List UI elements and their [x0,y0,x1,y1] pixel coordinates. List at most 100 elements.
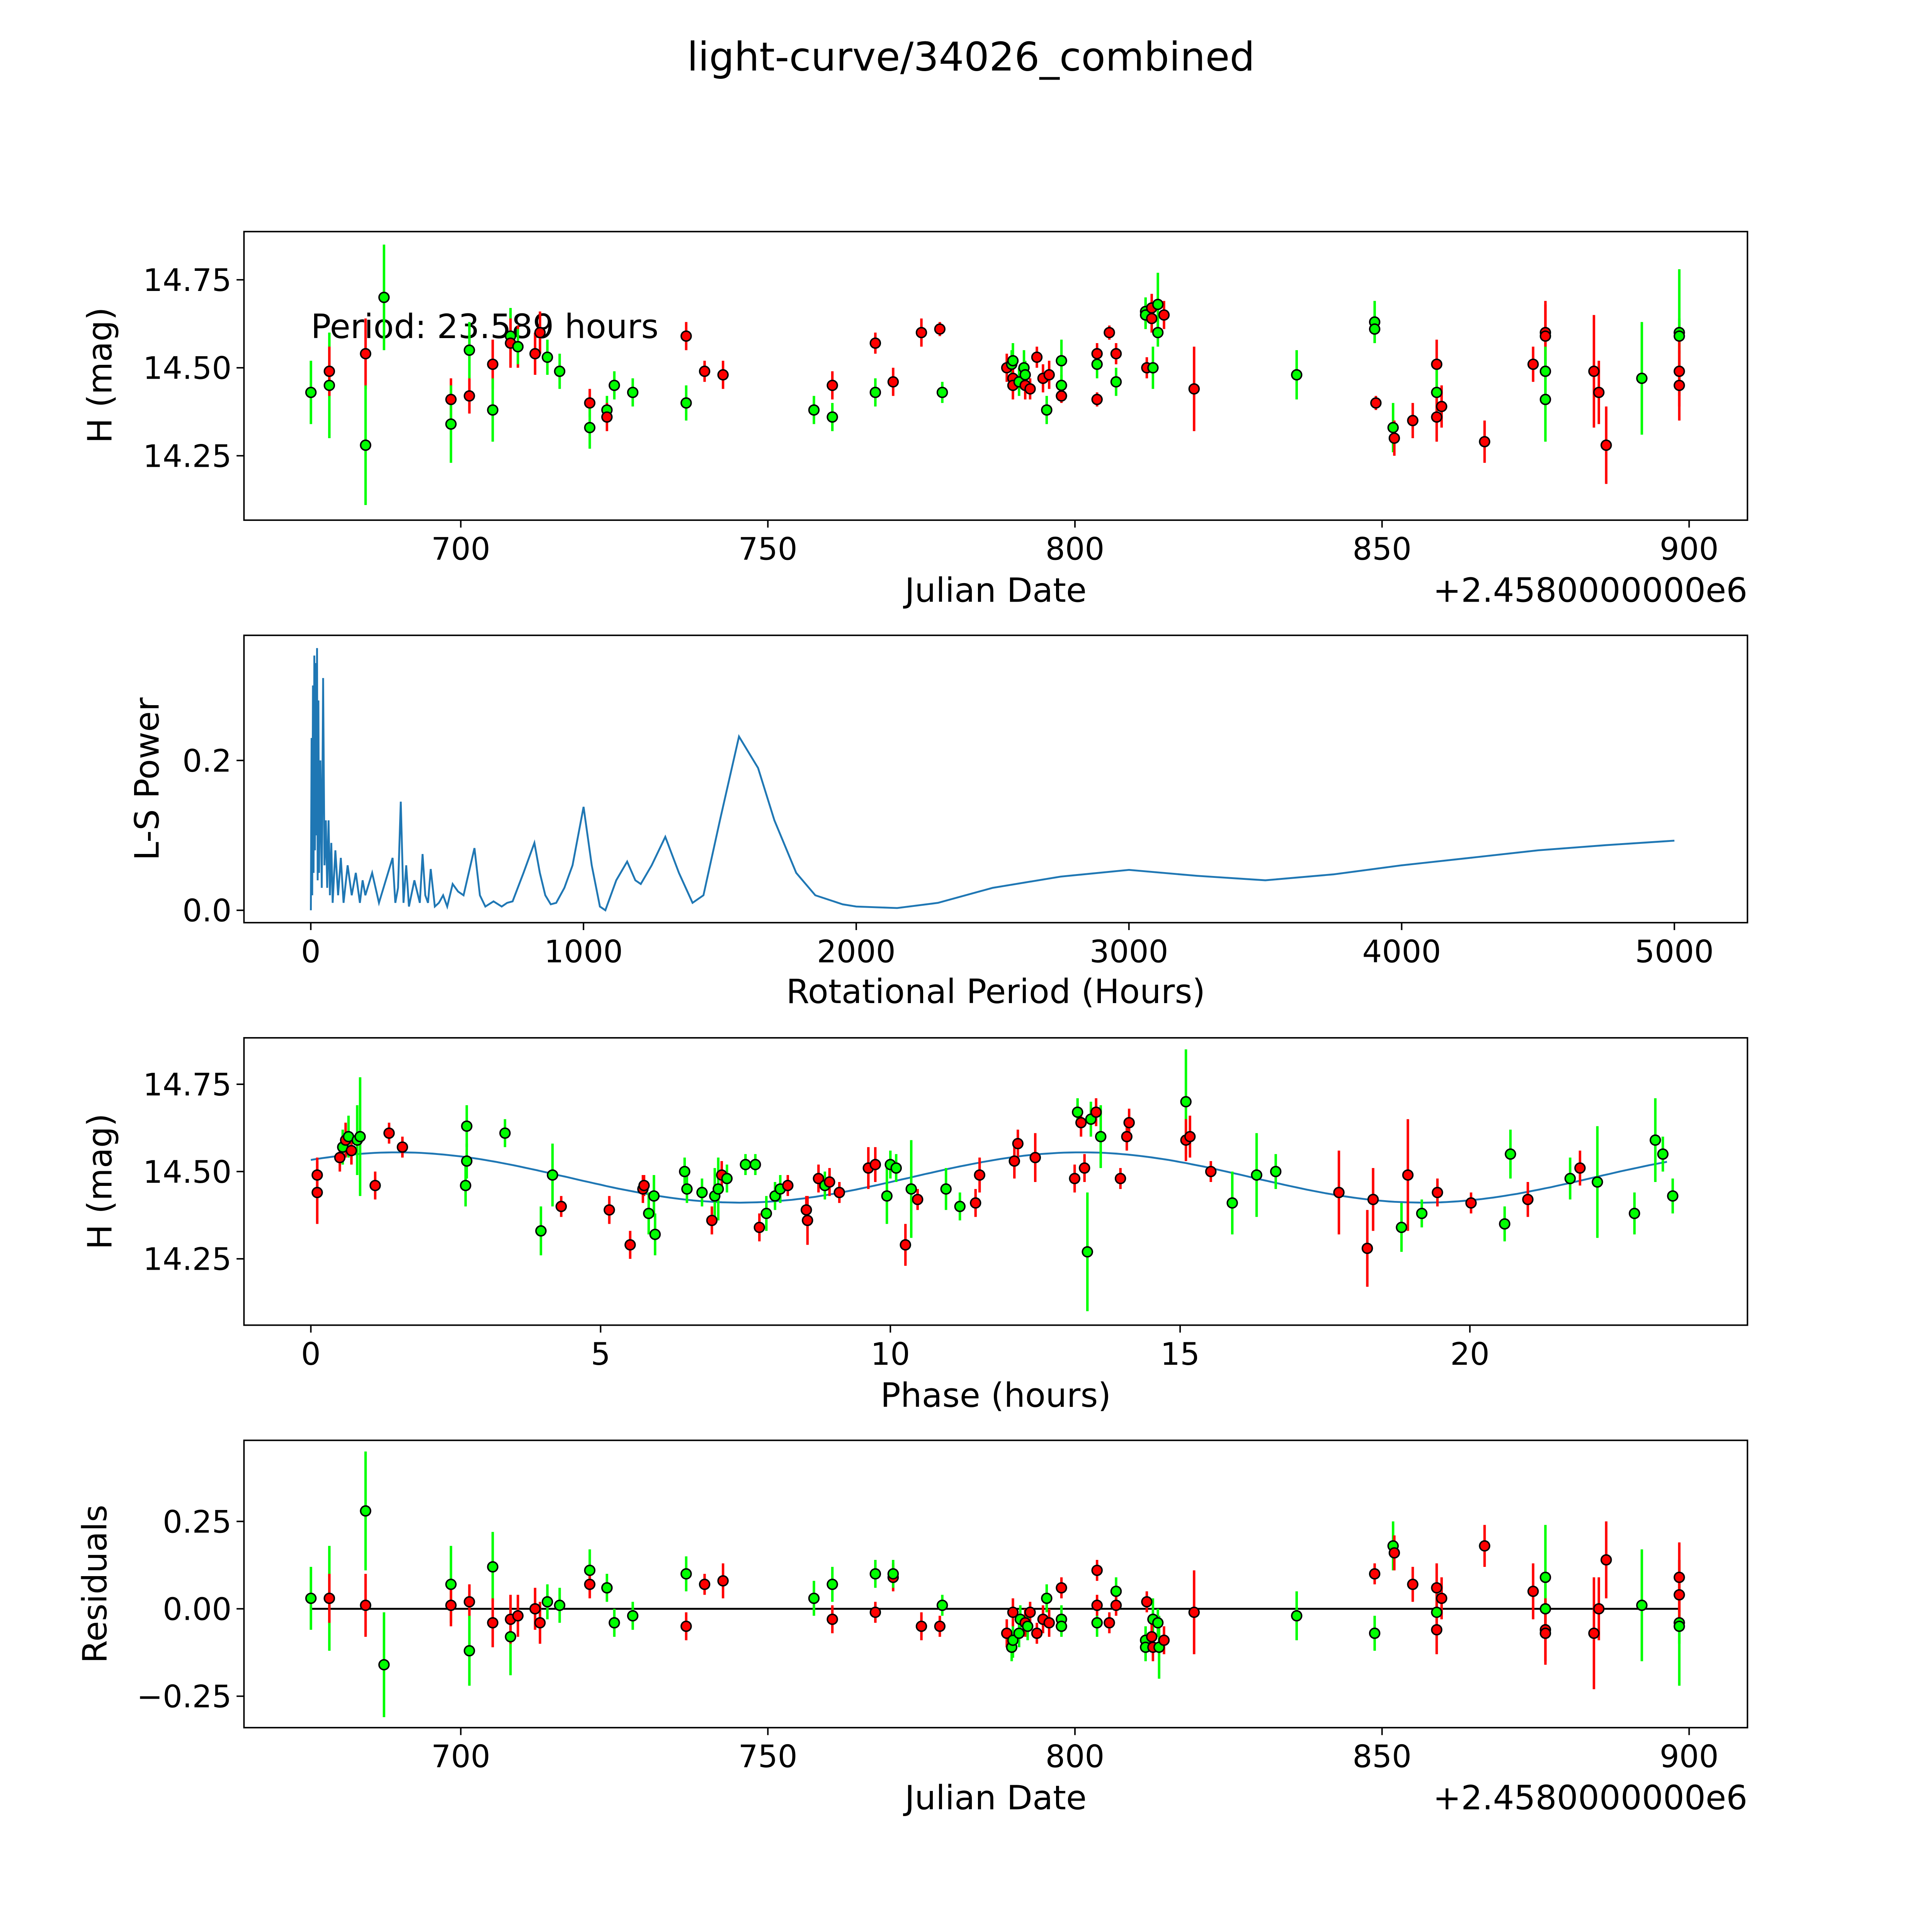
data-point [1104,327,1115,338]
data-point [740,1159,752,1170]
data-point [1499,1218,1510,1230]
y-tick-label: 14.25 [143,438,231,474]
data-point [1270,1166,1282,1177]
data-point [1152,1617,1164,1629]
data-point [461,1155,473,1167]
data-point [1431,358,1442,370]
data-point [915,1621,927,1632]
data-point [1056,355,1067,367]
data-point [750,1159,761,1170]
data-point [1369,1568,1381,1580]
data-point [1593,1603,1605,1615]
data-point [1007,355,1019,367]
x-tick-label: 15 [1160,1336,1200,1372]
data-point [378,291,390,303]
data-point [869,1568,881,1580]
x-tick-label: 0 [301,1336,321,1372]
data-point [1090,1106,1102,1118]
y-tick-label: 0.0 [182,893,231,929]
data-point [378,1659,390,1671]
data-point [706,1214,718,1226]
data-point [760,1208,772,1219]
data-point [1333,1187,1345,1198]
data-point [1673,1571,1685,1583]
plot-area [305,245,1685,505]
data-point [499,1127,511,1139]
data-point [1291,369,1303,381]
data-point [869,1606,881,1618]
data-point [1539,1628,1551,1639]
data-point [969,1197,981,1209]
data-point [974,1169,985,1181]
data-point [905,1183,917,1195]
data-point [1291,1610,1303,1622]
data-point [604,1204,615,1216]
data-point [1146,313,1158,325]
data-point [1095,1131,1107,1143]
data-point [1361,1242,1373,1254]
data-point [1012,1138,1024,1150]
data-point [445,1599,457,1611]
data-point [627,1610,639,1622]
data-point [954,1201,966,1213]
axes-frame [243,231,1748,521]
data-point [584,397,596,409]
data-point [354,1131,366,1143]
data-point [1078,1162,1090,1174]
data-point [1436,401,1447,412]
data-point [461,1120,473,1132]
x-offset-text: +2.4580000000e6 [1433,1779,1748,1818]
data-point [1367,1194,1379,1205]
data-point [802,1214,813,1226]
x-tick-label: 750 [738,531,798,567]
data-point [827,1613,838,1625]
data-point [753,1221,765,1233]
data-point [1592,1176,1603,1188]
y-tick-label: −0.25 [137,1679,232,1715]
data-point [1574,1162,1586,1174]
data-point [1121,1131,1133,1143]
data-point [638,1180,650,1191]
data-point [1001,1628,1013,1639]
data-point [1600,439,1612,451]
data-point [487,358,498,370]
data-point [534,1617,546,1629]
x-tick-label: 10 [871,1336,910,1372]
data-point [584,422,596,434]
axes-frame [243,1037,1748,1326]
data-point [445,394,457,405]
data-point [648,1190,660,1202]
data-point [1041,404,1053,416]
data-point [940,1183,952,1195]
data-point [679,1166,690,1177]
data-point [1505,1148,1516,1160]
data-point [1031,1628,1043,1639]
x-tick-label: 700 [431,1739,490,1775]
data-point [1539,394,1551,405]
data-point [396,1141,408,1153]
data-point [1370,397,1382,409]
data-point [1110,348,1122,360]
data-point [801,1204,812,1216]
data-point [1007,1634,1019,1646]
data-point [323,366,335,377]
data-point [1539,1603,1551,1615]
data-point [505,1631,516,1643]
data-point [813,1173,825,1184]
x-tick-label: 5 [591,1336,611,1372]
data-point [1152,299,1164,310]
data-point [936,386,948,398]
y-tick-label: 0.2 [182,743,231,779]
data-point [1657,1148,1669,1160]
data-point [1539,366,1551,377]
data-point [1056,1582,1067,1594]
data-point [1650,1134,1661,1146]
y-tick-label: 14.75 [143,1067,231,1103]
data-point [1091,1599,1103,1611]
data-point [1600,1554,1612,1566]
x-tick-label: 750 [738,1739,798,1775]
data-point [1673,330,1685,342]
data-point [512,341,524,352]
data-point [680,330,692,342]
data-point [305,1592,317,1604]
